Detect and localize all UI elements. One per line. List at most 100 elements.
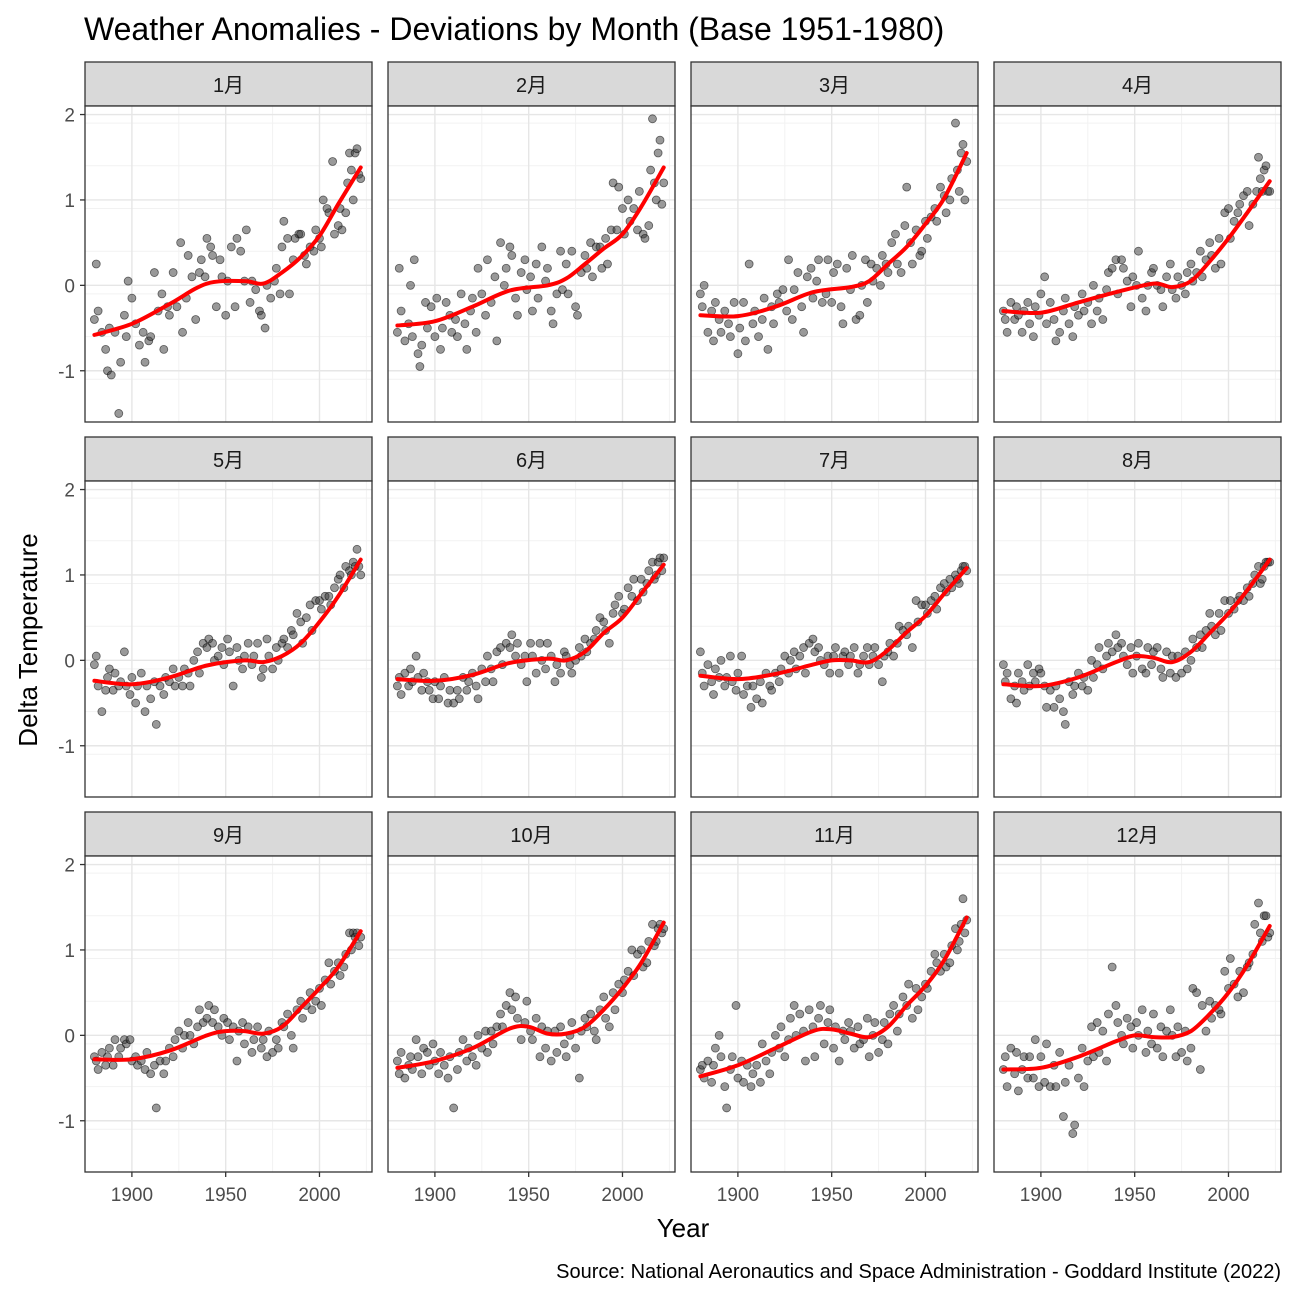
trend-line	[92, 557, 363, 687]
data-point	[1171, 293, 1181, 303]
data-point	[814, 255, 823, 265]
data-point	[215, 255, 225, 265]
data-point	[801, 1056, 810, 1066]
data-point	[1162, 272, 1171, 282]
data-point	[240, 1039, 249, 1049]
data-point	[346, 165, 356, 175]
data-point	[285, 289, 294, 299]
data-point	[400, 336, 410, 346]
data-point	[574, 1073, 584, 1083]
data-point	[567, 1018, 577, 1027]
data-point	[1049, 315, 1059, 324]
data-point	[213, 651, 223, 661]
data-point	[697, 302, 707, 312]
data-point	[434, 694, 444, 704]
data-point	[644, 566, 654, 576]
data-point	[1042, 319, 1051, 329]
data-point	[725, 651, 735, 661]
data-point	[767, 685, 777, 695]
data-point	[571, 302, 580, 312]
data-point	[864, 1052, 874, 1062]
data-point	[256, 673, 266, 682]
data-point	[731, 1001, 741, 1010]
data-point	[91, 259, 101, 269]
data-point	[189, 655, 199, 665]
data-point	[724, 319, 733, 329]
facet-label: 11月	[814, 825, 855, 847]
data-point	[629, 204, 639, 213]
data-point	[288, 630, 298, 640]
data-point	[437, 323, 447, 333]
data-point	[840, 1035, 850, 1045]
facet-panel: 7月	[690, 436, 979, 798]
facet-strip	[387, 811, 676, 857]
data-point	[740, 336, 750, 346]
data-point	[481, 310, 490, 320]
data-point	[406, 280, 415, 290]
data-point	[716, 1052, 726, 1062]
data-point	[471, 1060, 481, 1070]
data-point	[874, 1048, 883, 1057]
data-point	[765, 1069, 775, 1079]
data-point	[271, 263, 281, 273]
data-point	[1235, 199, 1245, 209]
data-point	[110, 668, 120, 678]
data-point	[1225, 954, 1235, 963]
data-point	[543, 638, 552, 648]
data-point	[1233, 208, 1243, 218]
data-point	[716, 655, 726, 665]
data-point	[786, 1013, 795, 1023]
data-point	[277, 242, 287, 252]
data-point	[941, 208, 951, 218]
facet-label: 6月	[516, 450, 547, 472]
data-point	[217, 643, 227, 652]
data-point	[409, 255, 419, 265]
y-tick-label: -1	[58, 1112, 75, 1133]
panel-background	[691, 856, 978, 1172]
data-point	[499, 280, 509, 290]
data-point	[1042, 1039, 1051, 1049]
data-point	[256, 310, 266, 320]
data-point	[415, 362, 425, 371]
data-point	[348, 195, 358, 205]
data-point	[589, 1026, 599, 1036]
data-point	[1025, 319, 1035, 329]
data-point	[849, 643, 859, 652]
facet-panel: 1月 -1 0 1 2	[58, 61, 373, 423]
data-point	[1149, 1009, 1158, 1019]
data-point	[604, 638, 614, 648]
data-point	[134, 340, 144, 350]
data-point	[898, 992, 908, 1002]
data-point	[1012, 1048, 1021, 1057]
data-point	[127, 673, 137, 682]
data-point	[490, 272, 500, 282]
data-point	[298, 1013, 307, 1023]
data-point	[907, 1013, 917, 1023]
data-point	[533, 293, 543, 303]
data-point	[168, 268, 178, 277]
data-point	[580, 251, 590, 260]
data-point	[288, 1043, 298, 1053]
data-point	[862, 298, 872, 307]
data-point	[739, 298, 748, 307]
data-point	[97, 707, 107, 716]
data-point	[496, 238, 505, 248]
data-point	[419, 668, 429, 678]
data-point	[709, 336, 718, 346]
data-point	[1051, 1082, 1061, 1091]
data-point	[1087, 319, 1096, 329]
data-point	[535, 638, 545, 648]
data-point	[131, 698, 141, 708]
data-point	[1074, 1073, 1083, 1083]
data-point	[1173, 272, 1183, 282]
data-point	[699, 681, 709, 691]
data-point	[396, 1048, 406, 1057]
data-point	[330, 583, 339, 593]
data-point	[406, 1052, 415, 1062]
data-point	[396, 306, 406, 316]
data-point	[1107, 263, 1117, 273]
data-point	[586, 1009, 595, 1019]
data-point	[1002, 668, 1012, 678]
data-point	[1107, 962, 1117, 972]
data-point	[563, 289, 573, 299]
